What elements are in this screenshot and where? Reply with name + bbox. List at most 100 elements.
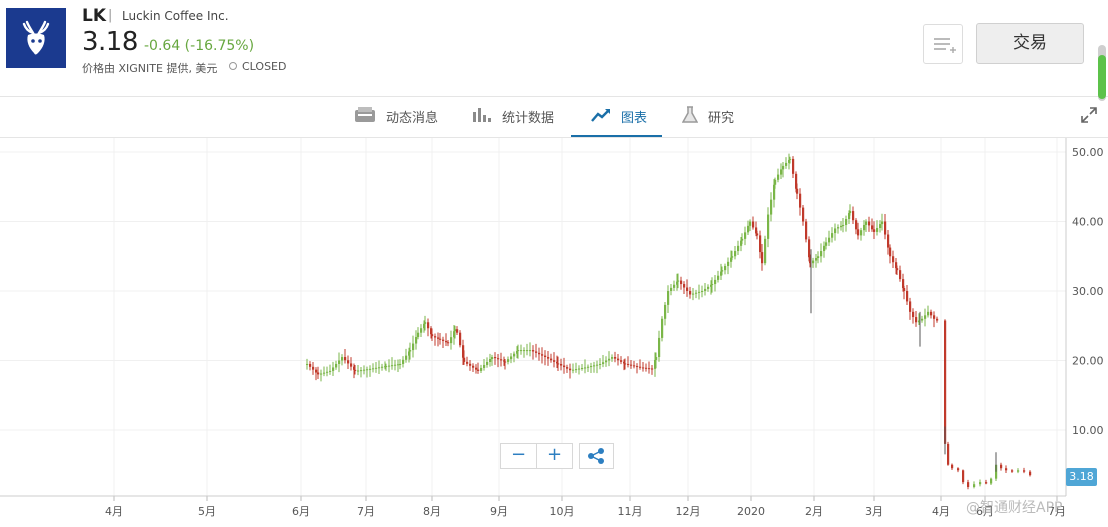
candle-body [842, 224, 845, 226]
candle-body [463, 357, 466, 362]
candle-body [879, 224, 882, 229]
tab-research-label: 研究 [708, 111, 735, 126]
candle-body [661, 318, 664, 338]
candle-body [884, 221, 887, 235]
candle-body [689, 291, 692, 295]
clock-icon [229, 62, 237, 70]
tab-chart[interactable]: 图表 [591, 97, 647, 136]
candle-body [896, 268, 899, 271]
scroll-indicator-fill [1098, 55, 1106, 99]
candle-body [815, 257, 818, 261]
candle-body [372, 368, 375, 370]
bar-stats-icon [472, 107, 492, 127]
candle-body [683, 284, 686, 288]
candle-body [655, 357, 658, 360]
tab-research[interactable]: 研究 [681, 97, 735, 136]
x-tick-label: 3月 [865, 505, 883, 518]
candle-body [737, 245, 740, 252]
candle-body [381, 366, 384, 368]
candle-body [852, 211, 855, 221]
candlestick-chart[interactable]: 50.00 40.00 30.00 20.00 10.00 4月 5月 6月 7月 8月 9月 10月… [0, 138, 1108, 523]
candle-body [823, 245, 826, 252]
candle-body [876, 228, 879, 232]
candle-body [560, 363, 563, 366]
candle-body [575, 369, 578, 371]
x-tick-label: 9月 [490, 505, 508, 518]
candle-body [469, 363, 472, 366]
candle-body [581, 368, 584, 370]
candle-body [633, 365, 636, 367]
tab-statistics[interactable]: 统计数据 [472, 97, 554, 136]
candle-body [947, 443, 950, 465]
scroll-indicator[interactable] [1098, 45, 1106, 101]
candle-body [849, 211, 852, 214]
watermark: @智通财经APP [966, 500, 1063, 516]
candle-body [357, 370, 360, 372]
candle-body [724, 265, 727, 271]
candle-body [828, 237, 831, 243]
quote-header: LK | Luckin Coffee Inc. 3.18 -0.64 (-16.… [0, 0, 1108, 101]
candle-body [812, 260, 815, 264]
share-button[interactable] [579, 443, 614, 469]
candle-body [921, 318, 924, 321]
candle-body [752, 221, 755, 228]
candle-body [459, 332, 462, 346]
candle-body [642, 367, 645, 369]
candle-body [780, 169, 783, 175]
candle-body [424, 322, 427, 324]
x-tick-label: 4月 [932, 505, 950, 518]
x-tick-label: 10月 [550, 505, 575, 518]
candle-body [944, 320, 947, 444]
candle-body [990, 478, 993, 484]
trade-button[interactable]: 交易 [976, 23, 1084, 64]
x-tick-label: 7月 [357, 505, 375, 518]
candle-body [611, 357, 614, 359]
candle-body [535, 351, 538, 353]
candle-body [332, 367, 335, 371]
candle-body [439, 338, 442, 340]
candle-body [845, 219, 848, 225]
candle-body [654, 359, 657, 369]
candle-body [415, 337, 418, 344]
candle-body [472, 365, 475, 368]
candle-body [698, 291, 701, 293]
candle-body [817, 256, 820, 258]
add-to-watchlist-button[interactable] [923, 24, 963, 64]
candle-body [326, 371, 329, 373]
candle-body [951, 464, 954, 469]
candle-body [639, 366, 642, 368]
candle-body [785, 162, 788, 166]
candle-body [767, 214, 770, 239]
candle-body [323, 372, 326, 374]
price-chart[interactable]: 50.00 40.00 30.00 20.00 10.00 4月 5月 6月 7月 8月 9月 10月… [0, 138, 1108, 523]
tab-news[interactable]: 动态消息 [354, 97, 438, 136]
candle-body [973, 484, 976, 487]
candle-body [630, 364, 633, 366]
candle-body [777, 174, 780, 180]
candle-body [1023, 470, 1026, 472]
candle-body [510, 356, 513, 360]
zoom-out-button[interactable]: − [500, 443, 537, 469]
x-tick-label: 6月 [976, 505, 994, 518]
candle-body [593, 365, 596, 367]
candle-body [802, 207, 805, 222]
candle-body [483, 364, 486, 368]
candle-body [417, 332, 420, 338]
candle-body [881, 221, 884, 225]
ticker-symbol: LK [82, 6, 107, 26]
y-tick-label: 20.00 [1072, 355, 1104, 368]
candle-body [556, 361, 559, 364]
candle-body [366, 369, 369, 371]
candle-body [957, 468, 960, 471]
candle-body [782, 165, 785, 170]
candle-body [532, 350, 535, 352]
candle-body [799, 193, 802, 208]
candle-body [805, 221, 808, 240]
fullscreen-icon[interactable] [1080, 106, 1098, 124]
candle-body [680, 280, 683, 285]
candle-body [789, 158, 792, 160]
candle-body [526, 350, 529, 352]
candle-body [369, 368, 372, 370]
candle-body [480, 367, 483, 371]
zoom-in-button[interactable]: + [536, 443, 573, 469]
